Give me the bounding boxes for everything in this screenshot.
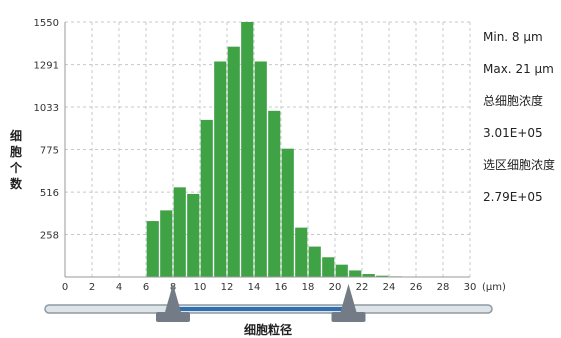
x-tick-label: 10: [194, 282, 207, 293]
x-tick-label: 16: [275, 282, 288, 293]
x-unit-label: (μm): [482, 282, 506, 293]
bar: [308, 246, 321, 277]
slider-max-handle[interactable]: [340, 284, 357, 312]
grid: [65, 21, 471, 277]
axes: [64, 22, 470, 278]
x-tick-label: 6: [143, 282, 149, 293]
slider-selected-range[interactable]: [173, 307, 349, 311]
x-tick-label: 4: [116, 282, 122, 293]
y-tick-label: 1291: [34, 61, 59, 72]
bar: [335, 264, 348, 277]
bar: [322, 257, 335, 277]
range-slider[interactable]: [44, 284, 493, 322]
x-tick-label: 0: [62, 282, 68, 293]
y-axis-title-char: 数: [9, 177, 22, 191]
x-axis-title: 细胞粒径: [244, 323, 293, 337]
bar: [268, 110, 281, 277]
bar: [146, 221, 159, 277]
x-tick-label: 2: [89, 282, 95, 293]
y-tick-label: 775: [40, 146, 59, 157]
ticks: 2585167751033129115500246810121416182022…: [34, 18, 506, 293]
slider-max-handle-base[interactable]: [331, 312, 366, 322]
slider-min-handle[interactable]: [165, 284, 181, 312]
x-tick-label: 12: [221, 282, 234, 293]
bar: [187, 193, 200, 277]
total-concentration-value: 3.01E+05: [483, 126, 543, 140]
total-concentration-label: 总细胞浓度: [483, 94, 544, 108]
y-axis-title-char: 个: [9, 161, 22, 175]
bars: [146, 22, 416, 278]
y-axis-title-char: 细: [9, 129, 22, 143]
x-tick-label: 26: [410, 282, 423, 293]
selected-concentration-value: 2.79E+05: [483, 190, 543, 204]
max-size-text: Max. 21 μm: [483, 62, 554, 76]
y-tick-label: 516: [40, 188, 59, 199]
bar: [241, 22, 254, 277]
x-tick-label: 18: [302, 282, 315, 293]
x-tick-label: 28: [437, 282, 450, 293]
selected-concentration-label: 选区细胞浓度: [483, 158, 556, 172]
y-tick-label: 1550: [34, 18, 59, 29]
slider-min-handle-base[interactable]: [156, 312, 190, 322]
bar: [254, 61, 267, 277]
bar: [295, 227, 308, 277]
y-tick-label: 1033: [34, 103, 59, 114]
bar: [281, 148, 294, 277]
bar: [362, 274, 375, 277]
bar: [214, 61, 227, 277]
bar: [376, 275, 389, 277]
bar: [349, 270, 362, 277]
bar: [160, 210, 173, 277]
x-tick-label: 24: [383, 282, 396, 293]
y-axis-title-char: 胞: [9, 145, 22, 159]
x-tick-label: 14: [248, 282, 261, 293]
x-tick-label: 20: [329, 282, 342, 293]
x-tick-label: 22: [356, 282, 369, 293]
min-size-text: Min. 8 μm: [483, 30, 543, 44]
y-axis-title: 细 胞 个 数: [8, 128, 24, 192]
x-tick-label: 30: [464, 282, 477, 293]
bar: [200, 119, 213, 277]
stats-panel: Min. 8 μm Max. 21 μm 总细胞浓度 3.01E+05 选区细胞…: [483, 30, 555, 222]
bar: [227, 46, 240, 278]
y-tick-label: 258: [40, 231, 59, 242]
bar: [173, 187, 186, 277]
